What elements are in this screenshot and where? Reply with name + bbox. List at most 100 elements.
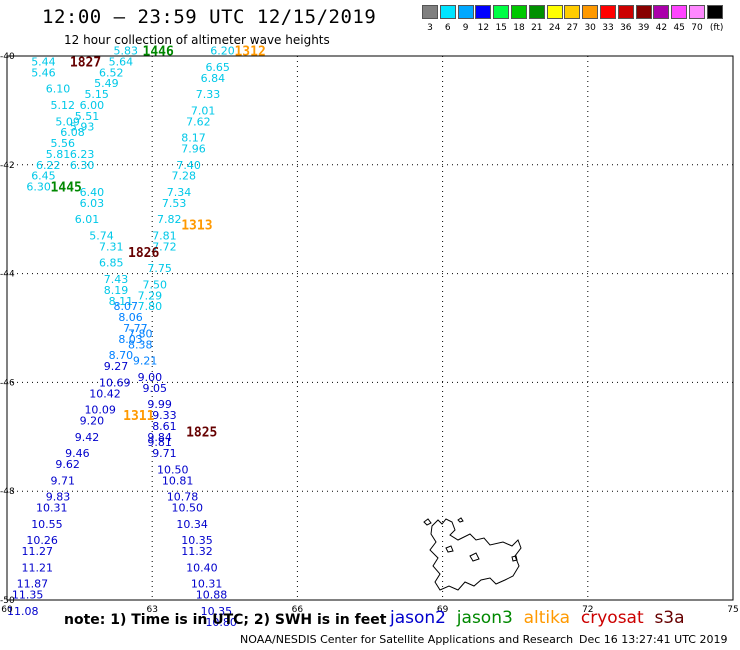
wave-height-value: 10.42 (89, 387, 121, 400)
legend-label: 15 (495, 23, 507, 33)
pass-time-label: 1826 (128, 246, 159, 261)
pass-time-label: 1311 (123, 409, 154, 424)
wave-height-value: 8.17 (181, 132, 206, 145)
satellite-name-s3a: s3a (654, 608, 685, 628)
wave-height-value: 7.28 (172, 170, 197, 183)
wave-height-value: 5.09 (55, 115, 80, 128)
wave-height-value: 10.69 (99, 376, 130, 389)
wave-height-value: 10.26 (26, 534, 58, 547)
wave-height-value: 7.33 (196, 88, 221, 101)
wave-height-value: 9.20 (80, 414, 105, 427)
wave-height-value: 6.40 (80, 186, 105, 199)
wave-height-value: 6.45 (31, 170, 56, 183)
wave-height-value: 7.31 (99, 240, 124, 253)
lon-tick-label: 63 (146, 605, 157, 615)
lon-tick-label: 66 (292, 605, 304, 615)
legend-label: 12 (477, 23, 490, 33)
wave-height-value: 6.01 (75, 213, 100, 226)
wave-height-value: 8.06 (118, 311, 143, 324)
legend-swatch (600, 5, 616, 19)
wave-height-value: 6.52 (99, 66, 124, 79)
wave-height-value: 11.21 (22, 561, 54, 574)
wave-height-value: 7.53 (162, 197, 187, 210)
wave-height-value: 9.21 (133, 355, 158, 368)
wave-height-value: 5.81 (46, 148, 71, 161)
pass-time-label: 1825 (186, 425, 217, 440)
wave-height-value: 9.42 (75, 431, 100, 444)
wave-height-value: 11.35 (12, 589, 44, 602)
legend-label: 70 (691, 23, 703, 33)
legend-swatch (493, 5, 510, 19)
legend-label: 39 (637, 23, 650, 33)
wave-height-value: 6.20 (210, 45, 235, 58)
wave-height-value: 11.27 (22, 545, 54, 558)
legend-swatch (422, 5, 438, 19)
wave-height-value: 10.09 (84, 404, 116, 417)
wave-height-value: 8.61 (152, 420, 177, 433)
wave-height-value: 7.80 (138, 300, 163, 313)
wave-height-tracks: 5.445.46 6.10 5.12 5.096.085.565.816.226.45… (7, 45, 237, 629)
wave-height-value: 9.71 (152, 447, 177, 460)
kerguelen-island-outline (423, 517, 522, 591)
lon-tick-label: 60 (1, 605, 13, 615)
wave-height-value: 10.31 (191, 578, 223, 591)
wave-height-value: 9.27 (104, 360, 129, 373)
legend-swatch (546, 5, 563, 19)
wave-height-value: 7.50 (143, 278, 168, 291)
wave-height-value: 9.62 (55, 458, 80, 471)
wave-height-value: 6.65 (205, 61, 230, 74)
pass-time-label: 1312 (234, 45, 265, 60)
wave-height-value: 9.00 (138, 371, 163, 384)
legend-swatch (564, 5, 581, 19)
wave-height-value: 7.29 (138, 289, 163, 302)
wave-height-value: 5.56 (51, 137, 75, 150)
legend-swatch (706, 5, 723, 19)
wave-height-value: 6.22 (36, 159, 61, 172)
wave-height-value: 5.46 (31, 66, 56, 79)
wave-height-value: 10.35 (201, 605, 233, 618)
wave-height-value: 7.43 (104, 273, 129, 286)
legend-label: 21 (531, 23, 543, 33)
wave-height-value: 8.03 (118, 333, 143, 346)
legend-unit: (ft) (709, 23, 724, 33)
wave-height-value: 10.50 (157, 463, 189, 476)
footer-note: note: 1) Time is in UTC; 2) SWH is in fe… (64, 612, 387, 628)
satellite-name-jason2: jason2 (390, 608, 457, 628)
wave-height-value: 5.12 (51, 99, 75, 112)
legend-swatch (689, 5, 705, 19)
wave-height-value: 7.75 (147, 262, 172, 275)
pass-time-label: 1446 (143, 45, 174, 60)
wave-height-value: 5.49 (94, 77, 119, 90)
lat-tick-label: -44 (0, 270, 15, 280)
wave-height-value: 10.31 (36, 502, 68, 515)
wave-height-value: 7.81 (152, 230, 177, 243)
legend-swatch (511, 5, 527, 19)
wave-height-value: 10.34 (176, 518, 208, 531)
wave-height-value: 8.38 (128, 338, 153, 351)
wave-height-value: 8.11 (109, 295, 134, 308)
legend-label: 6 (444, 23, 451, 33)
map-subtitle: 12 hour collection of altimeter wave hei… (64, 33, 330, 47)
wave-height-value: 6.00 (80, 99, 105, 112)
wave-height-value: 9.83 (46, 491, 71, 504)
wave-height-value: 10.55 (31, 518, 63, 531)
legend-swatch (439, 5, 456, 19)
wave-height-value: 7.40 (176, 159, 201, 172)
lat-tick-label: -46 (0, 378, 15, 388)
wave-height-value: 7.77 (123, 322, 148, 335)
wave-height-value: 7.96 (181, 142, 206, 155)
wave-height-value: 5.83 (113, 45, 138, 58)
wave-height-value: 7.01 (191, 104, 216, 117)
legend-label: 30 (584, 23, 596, 33)
wave-height-value: 6.30 (26, 181, 51, 194)
wave-height-value: 9.33 (152, 409, 177, 422)
wave-height-value: 11.87 (17, 578, 49, 591)
wave-height-value: 9.81 (147, 436, 172, 449)
wave-height-value: 5.51 (75, 110, 100, 123)
wave-height-value: 9.05 (143, 382, 168, 395)
legend-label: 27 (566, 23, 579, 33)
satellite-name-jason3: jason3 (456, 608, 524, 628)
lon-tick-label: 72 (582, 605, 593, 615)
